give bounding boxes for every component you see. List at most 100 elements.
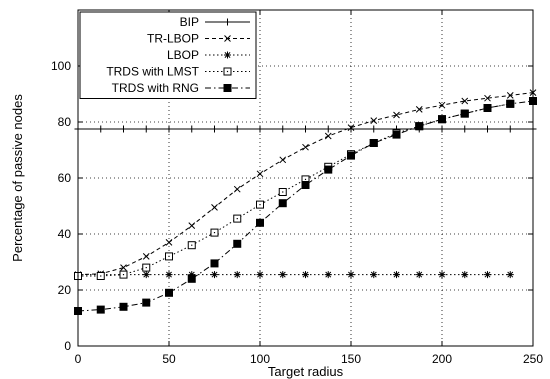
data-point [279,156,287,164]
legend-label: TR-LBOP [147,32,199,46]
data-point [120,125,127,133]
data-point [370,125,378,133]
data-point [302,125,309,133]
legend-marker [224,18,231,26]
data-point [506,271,514,279]
series-lbop [74,271,514,279]
legend-marker [223,84,232,92]
data-point [301,181,310,189]
data-point [369,139,378,147]
data-point [165,125,173,133]
data-point [324,132,332,140]
y-axis-label: Percentage of passive nodes [10,94,25,262]
data-point [256,218,264,227]
data-point [393,111,400,119]
data-point [506,99,515,108]
data-point [256,271,264,279]
series-line [78,103,511,277]
data-point [324,271,332,279]
data-point [392,130,401,139]
data-point [347,124,355,131]
data-point [256,200,264,209]
data-point [211,204,218,211]
data-point [210,228,219,237]
data-point [142,263,151,272]
data-point [187,274,196,283]
data-point [256,170,264,178]
data-point [96,305,105,314]
data-point [438,271,446,279]
legend-entry: LBOP [167,48,250,62]
data-point [211,271,218,279]
data-point [278,199,287,208]
y-tick-label: 20 [58,283,72,297]
data-point [97,125,105,133]
data-point [461,125,469,133]
data-point [165,271,173,279]
data-point [324,165,333,174]
axis-ticks: 0 50 100 150 200 250 0 20 40 60 80 100 [51,10,543,366]
data-point [347,125,355,133]
y-tick-label: 100 [51,59,71,73]
y-tick-label: 40 [58,227,72,241]
data-point [188,222,196,229]
data-point [484,125,491,133]
data-point [415,106,423,113]
data-point [415,271,423,279]
data-point [347,271,355,279]
legend-entry: BIP [180,15,250,29]
data-point [142,271,150,279]
y-tick-label: 80 [58,115,72,129]
data-point [460,109,469,118]
data-point [438,101,446,109]
legend-marker [224,35,231,42]
data-point [347,151,355,160]
data-point [165,239,173,246]
data-point [484,271,491,279]
data-point [461,271,469,279]
legend-label: TRDS with RNG [112,81,199,95]
data-point [187,241,196,250]
data-point [461,97,469,105]
data-point [415,122,424,131]
series-tr-lbop [74,89,537,278]
y-tick-label: 60 [58,171,72,185]
legend-label: BIP [180,15,199,29]
data-point [142,298,151,307]
legend-label: LBOP [167,48,199,62]
x-axis-label: Target radius [268,364,344,379]
series-trds-with-rng [74,97,537,315]
series-layer [74,89,537,315]
legend: BIP TR-LBOP LBOP TRDS with LMST TRDS with RN… [79,11,257,99]
data-point [278,188,287,196]
data-point [96,272,105,280]
data-point [484,94,491,102]
data-point [506,125,514,133]
data-point [188,271,196,279]
series-bip [74,125,537,133]
legend-entry: TR-LBOP [147,32,250,46]
series-line [77,100,534,312]
data-point [119,270,128,279]
data-point [256,125,264,133]
data-point [302,271,309,279]
data-point [324,125,332,133]
y-tick-label: 0 [64,339,71,353]
data-point [302,143,309,151]
data-point [233,239,242,248]
legend-entry: TRDS with LMST [106,65,250,79]
series-line [77,92,534,276]
data-point [211,125,218,133]
data-point [142,125,150,133]
data-point [165,288,173,297]
data-point [233,185,241,193]
data-point [210,259,219,268]
data-point [233,271,241,279]
legend-marker [224,51,231,59]
data-point [393,271,400,279]
data-point [438,115,446,124]
x-tick-label: 100 [250,352,270,366]
data-point [279,125,287,133]
data-point [279,271,287,279]
